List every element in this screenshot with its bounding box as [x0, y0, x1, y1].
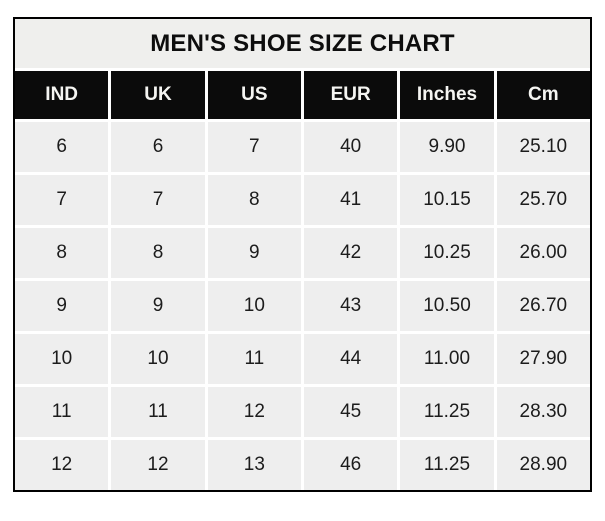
table-cell-r3-eur: 42 — [304, 228, 398, 278]
column-header-eur: EUR — [304, 71, 398, 119]
table-cell-r5-inches: 11.00 — [400, 334, 494, 384]
table-cell-r4-inches: 10.50 — [400, 281, 494, 331]
table-cell-r5-eur: 44 — [304, 334, 398, 384]
table-cell-r7-cm: 28.90 — [496, 440, 590, 490]
column-header-us: US — [207, 71, 301, 119]
table-cell-r1-us: 7 — [207, 122, 301, 172]
table-cell-r2-eur: 41 — [304, 175, 398, 225]
column-header-inches: Inches — [400, 71, 494, 119]
table-cell-r2-uk: 7 — [111, 175, 205, 225]
column-header-uk: UK — [111, 71, 205, 119]
shoe-size-chart-table: MEN'S SHOE SIZE CHART IND UK US EUR Inches Cm… — [13, 17, 592, 492]
table-cell-r2-ind: 7 — [15, 175, 109, 225]
table-cell-r4-ind: 9 — [15, 281, 109, 331]
table-cell-r4-us: 10 — [207, 281, 301, 331]
table-cell-r6-ind: 11 — [15, 387, 109, 437]
column-header-cm: Cm — [496, 71, 590, 119]
table-cell-r4-eur: 43 — [304, 281, 398, 331]
table-cell-r4-cm: 26.70 — [496, 281, 590, 331]
table-cell-r5-us: 11 — [207, 334, 301, 384]
table-cell-r3-cm: 26.00 — [496, 228, 590, 278]
table-cell-r6-us: 12 — [207, 387, 301, 437]
table-cell-r3-inches: 10.25 — [400, 228, 494, 278]
table-cell-r6-eur: 45 — [304, 387, 398, 437]
table-cell-r7-uk: 12 — [111, 440, 205, 490]
table-cell-r1-inches: 9.90 — [400, 122, 494, 172]
table-cell-r3-uk: 8 — [111, 228, 205, 278]
table-cell-r3-us: 9 — [207, 228, 301, 278]
table-cell-r5-uk: 10 — [111, 334, 205, 384]
table-cell-r7-ind: 12 — [15, 440, 109, 490]
table-cell-r1-eur: 40 — [304, 122, 398, 172]
table-cell-r5-ind: 10 — [15, 334, 109, 384]
table-cell-r1-cm: 25.10 — [496, 122, 590, 172]
table-cell-r2-cm: 25.70 — [496, 175, 590, 225]
table-cell-r2-us: 8 — [207, 175, 301, 225]
table-cell-r7-us: 13 — [207, 440, 301, 490]
chart-title: MEN'S SHOE SIZE CHART — [15, 19, 590, 68]
table-cell-r6-cm: 28.30 — [496, 387, 590, 437]
table-cell-r6-uk: 11 — [111, 387, 205, 437]
table-cell-r7-eur: 46 — [304, 440, 398, 490]
table-cell-r5-cm: 27.90 — [496, 334, 590, 384]
table-cell-r1-uk: 6 — [111, 122, 205, 172]
table-cell-r7-inches: 11.25 — [400, 440, 494, 490]
table-cell-r3-ind: 8 — [15, 228, 109, 278]
table-cell-r1-ind: 6 — [15, 122, 109, 172]
table-cell-r2-inches: 10.15 — [400, 175, 494, 225]
column-header-ind: IND — [15, 71, 109, 119]
table-cell-r6-inches: 11.25 — [400, 387, 494, 437]
table-cell-r4-uk: 9 — [111, 281, 205, 331]
